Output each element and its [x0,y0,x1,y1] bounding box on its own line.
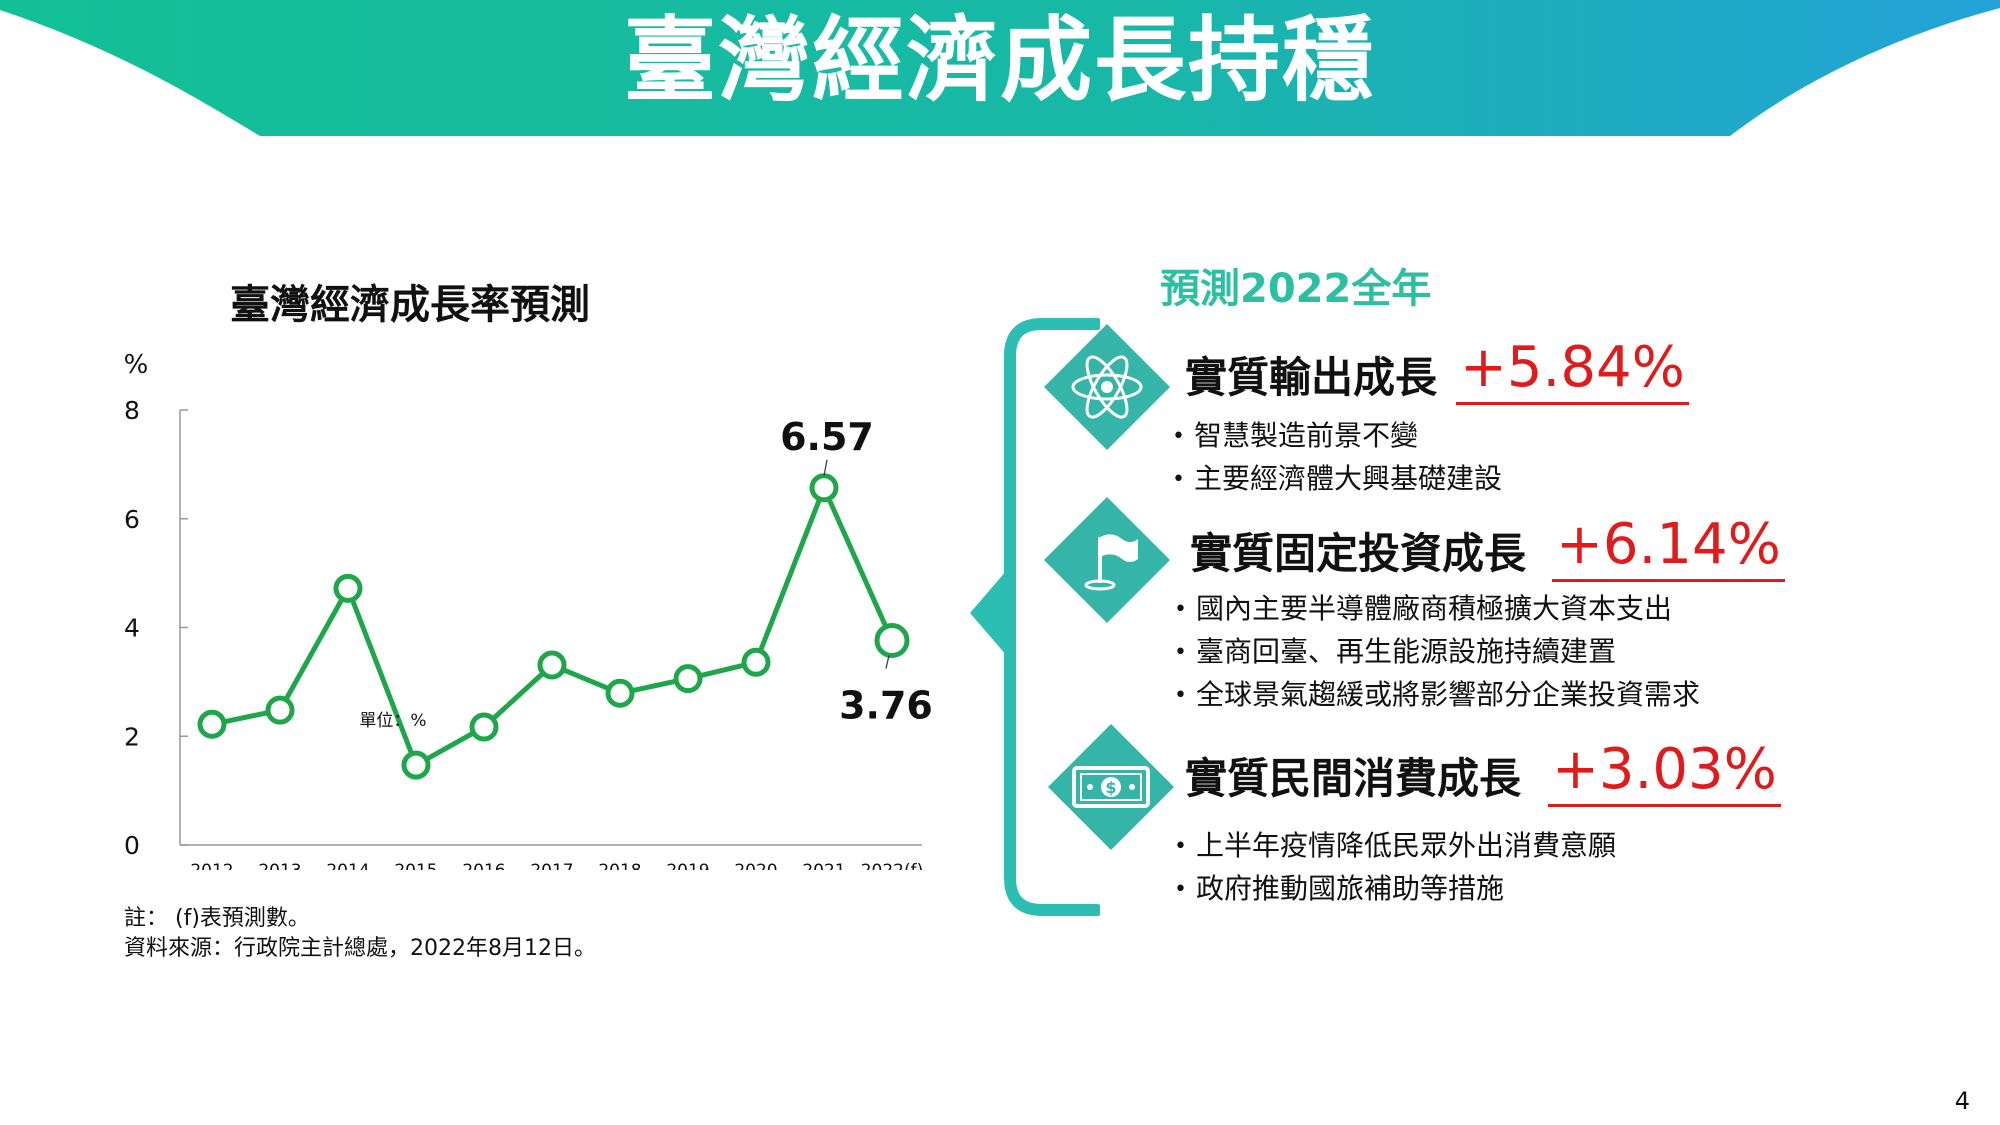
data-point [874,623,910,659]
export-growth-value: +5.84% [1456,338,1689,405]
x-tick-label: 2019 [666,861,709,870]
label-leader [823,459,828,476]
data-point [741,647,771,677]
data-label: 6.57 [780,415,874,459]
investment-growth-value: +6.14% [1552,515,1785,582]
list-item: 智慧製造前景不變 [1172,415,1502,458]
y-tick-label: 8 [124,396,140,425]
chart-title: 臺灣經濟成長率預測 [230,282,590,328]
x-tick-label: 2022(f) [861,861,924,870]
svg-text:$: $ [1105,778,1116,797]
data-point [333,573,363,603]
x-tick-label: 2016 [462,861,505,870]
title-banner [0,0,2000,136]
investment-growth-title: 實質固定投資成長 [1190,529,1527,578]
data-point [673,664,703,694]
x-tick-label: 2015 [394,861,437,870]
forecast-heading: 預測2022全年 [1160,266,1432,312]
list-item: 政府推動國旅補助等措施 [1174,868,1616,911]
data-point [537,650,567,680]
series-line [211,485,895,768]
export-growth-bullets: 智慧製造前景不變 主要經濟體大興基礎建設 [1172,415,1502,501]
x-tick-label: 2014 [326,861,369,870]
consumption-growth-value: +3.03% [1548,740,1781,807]
x-tick-label: 2018 [598,861,641,870]
data-point [605,678,635,708]
growth-rate-chart: 臺灣經濟成長率預測 % 0 2 4 6 8 2012 2013 2014 2015 2016 20… [124,282,933,870]
x-tick-label: 2017 [530,861,573,870]
x-tick-label: 2013 [258,861,301,870]
unit-note: 單位：% [359,711,426,731]
y-tick-label: 4 [124,614,140,643]
export-growth-title: 實質輸出成長 [1185,353,1438,402]
data-point [265,695,295,725]
investment-growth-bullets: 國內主要半導體廠商積極擴大資本支出 臺商回臺、再生能源設施持續建置 全球景氣趨緩… [1174,588,1700,717]
y-tick-label: 6 [124,505,140,534]
label-leader [885,655,890,669]
list-item: 臺商回臺、再生能源設施持續建置 [1174,631,1700,674]
data-point [469,712,499,742]
data-label: 3.76 [839,684,933,728]
x-tick-label: 2012 [190,861,233,870]
list-item: 國內主要半導體廠商積極擴大資本支出 [1174,588,1700,631]
data-point [197,709,227,739]
x-tick-label: 2020 [734,861,777,870]
section-bracket [970,318,1100,916]
chart-footnote: 註： (f)表預測數。 [124,906,310,931]
atom-icon [1044,324,1170,450]
list-item: 上半年疫情降低民眾外出消費意願 [1174,825,1616,868]
flag-icon [1044,497,1170,623]
y-unit-label: % [124,350,149,380]
data-point [401,750,431,780]
x-tick-label: 2021 [802,861,845,870]
list-item: 全球景氣趨緩或將影響部分企業投資需求 [1174,674,1700,717]
slide-title: 臺灣經濟成長持穩 [623,7,1376,114]
consumption-growth-title: 實質民間消費成長 [1185,754,1522,803]
consumption-growth-bullets: 上半年疫情降低民眾外出消費意願 政府推動國旅補助等措施 [1174,825,1616,911]
y-tick-label: 2 [124,722,140,751]
data-point [809,473,839,503]
chart-source: 資料來源：行政院主計總處，2022年8月12日。 [124,936,596,961]
page-number: 4 [1954,1087,1970,1115]
list-item: 主要經濟體大興基礎建設 [1172,458,1502,501]
y-tick-label: 0 [124,831,140,860]
money-icon: $ [1048,724,1174,850]
